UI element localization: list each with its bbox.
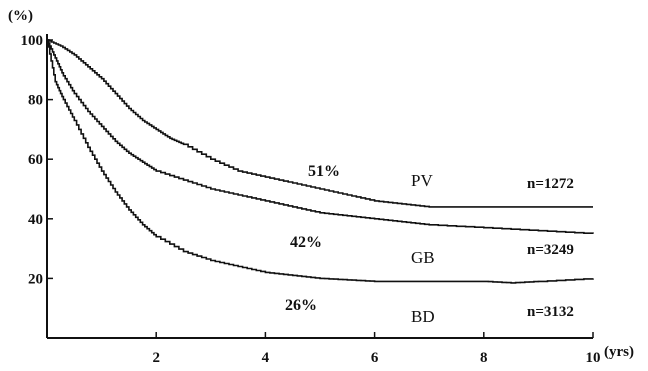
x-tick-label: 4	[262, 350, 270, 366]
y-unit-label: (%)	[8, 8, 33, 24]
percent-label-pv: 51%	[308, 163, 340, 180]
y-tick-label: 20	[28, 271, 43, 287]
series-lines	[46, 39, 594, 338]
x-tick-label: 8	[480, 350, 488, 366]
y-tick-label: 100	[21, 33, 44, 49]
x-tick-label: 10	[586, 350, 601, 366]
percent-label-bd: 26%	[285, 297, 317, 314]
n-label-gb: n=3249	[527, 242, 574, 258]
series-name-gb: GB	[411, 248, 435, 267]
series-line-pv	[47, 39, 593, 208]
series-labels: 51% PV n=1272 42% GB n=3249 26% BD n=3132	[285, 163, 574, 326]
series-name-pv: PV	[411, 171, 433, 190]
x-tick-label: 6	[371, 350, 379, 366]
y-tick-label: 40	[28, 212, 43, 228]
series-line-bd	[47, 39, 594, 284]
x-unit-label: (yrs)	[604, 344, 634, 360]
x-tick-label: 2	[152, 350, 160, 366]
n-label-bd: n=3132	[527, 304, 574, 320]
n-label-pv: n=1272	[527, 176, 574, 192]
series-name-bd: BD	[411, 307, 435, 326]
y-tick-label: 60	[28, 152, 43, 168]
percent-label-gb: 42%	[290, 234, 322, 251]
y-tick-label: 80	[28, 93, 43, 109]
series-line-gb	[47, 39, 594, 234]
axes: 2 4 6 8 10 100 80 60 40 20 (%) (yrs)	[8, 8, 634, 366]
